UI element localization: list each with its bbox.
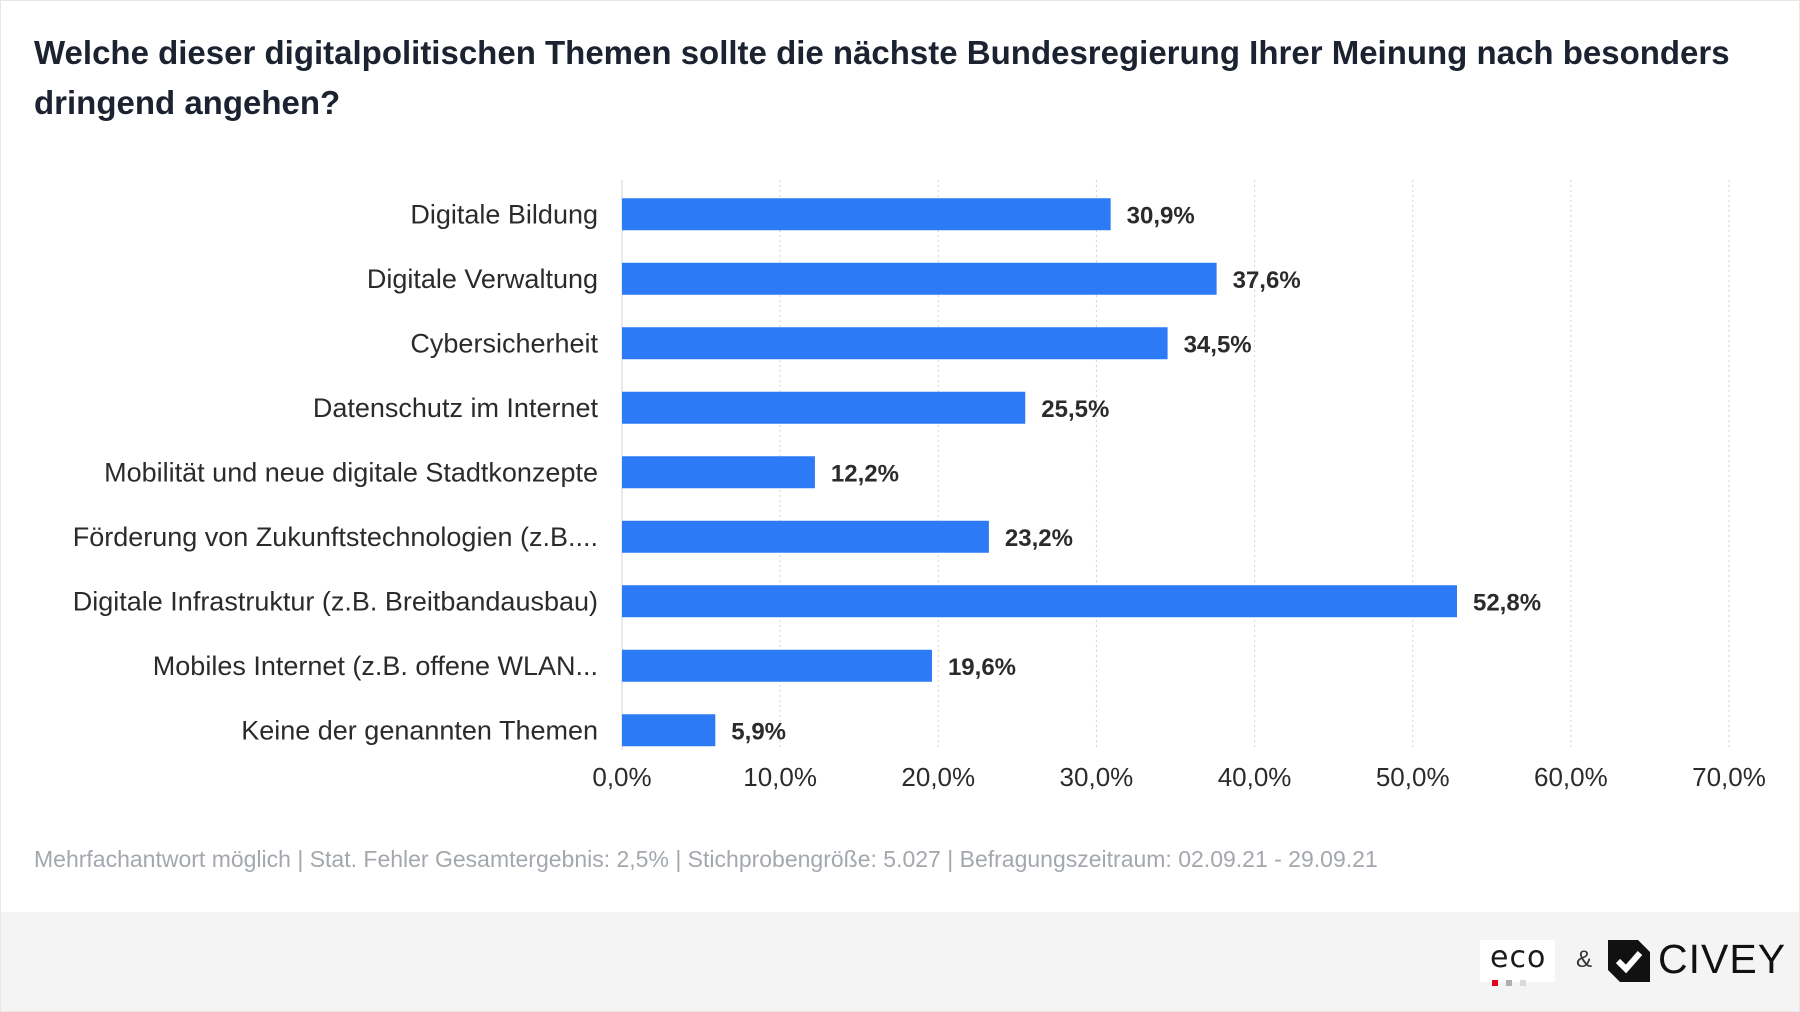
- data-label: 12,2%: [831, 460, 899, 487]
- bar: [622, 198, 1111, 231]
- bar: [622, 456, 815, 489]
- category-label: Digitale Infrastruktur (z.B. Breitbandau…: [73, 586, 598, 616]
- x-tick-label: 20,0%: [901, 762, 975, 792]
- eco-logo-text: eco: [1490, 940, 1547, 975]
- ampersand: &: [1576, 946, 1593, 973]
- category-label: Mobiles Internet (z.B. offene WLAN...: [153, 651, 598, 681]
- data-label: 5,9%: [731, 718, 786, 745]
- x-tick-label: 60,0%: [1534, 762, 1608, 792]
- data-label: 25,5%: [1041, 396, 1109, 423]
- bar: [622, 520, 989, 553]
- x-tick-label: 10,0%: [743, 762, 817, 792]
- category-label: Digitale Verwaltung: [367, 264, 598, 294]
- category-label: Förderung von Zukunftstechnologien (z.B.…: [73, 522, 598, 552]
- bar: [622, 714, 716, 747]
- data-label: 52,8%: [1473, 589, 1541, 616]
- category-label: Digitale Bildung: [410, 199, 598, 229]
- civey-logo-text: CIVEY: [1658, 936, 1787, 982]
- category-label: Datenschutz im Internet: [313, 393, 599, 423]
- category-label: Keine der genannten Themen: [241, 715, 598, 745]
- bar: [622, 649, 932, 682]
- x-tick-label: 30,0%: [1060, 762, 1134, 792]
- x-tick-label: 40,0%: [1218, 762, 1292, 792]
- category-label: Mobilität und neue digitale Stadtkonzept…: [104, 457, 598, 487]
- data-label: 30,9%: [1127, 202, 1195, 229]
- data-label: 37,6%: [1233, 267, 1301, 294]
- eco-logo: eco: [1480, 940, 1555, 986]
- eco-dot-grey: [1506, 980, 1512, 986]
- data-label: 34,5%: [1184, 331, 1252, 358]
- x-tick-label: 70,0%: [1692, 762, 1766, 792]
- bar-chart: Digitale Bildung 30,9% Digitale Verwaltung…: [73, 180, 1766, 792]
- bar: [622, 585, 1457, 618]
- eco-dot-light: [1520, 980, 1526, 986]
- eco-dot-red: [1492, 980, 1498, 986]
- chart-title: Welche dieser digitalpolitischen Themen …: [34, 34, 1730, 121]
- x-tick-label: 50,0%: [1376, 762, 1450, 792]
- eco-logo-dots: [1492, 973, 1534, 991]
- x-tick-label: 0,0%: [592, 762, 651, 792]
- footnote: Mehrfachantwort möglich | Stat. Fehler G…: [34, 846, 1378, 872]
- bar: [622, 391, 1026, 424]
- data-label: 19,6%: [948, 654, 1016, 681]
- category-label: Cybersicherheit: [410, 328, 598, 358]
- civey-mark-icon: [1608, 940, 1650, 982]
- bar: [622, 327, 1168, 360]
- bar: [622, 262, 1217, 295]
- data-label: 23,2%: [1005, 525, 1073, 552]
